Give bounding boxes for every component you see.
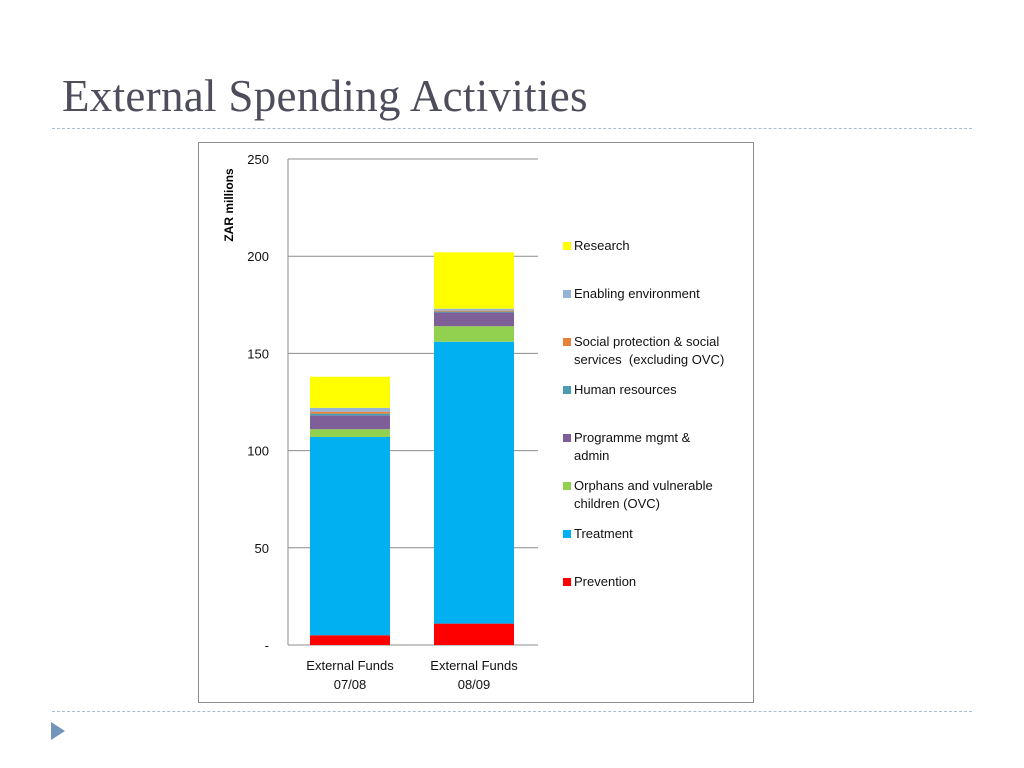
y-tick-label: - — [265, 638, 269, 653]
bar-segment — [310, 411, 390, 414]
bar-segment — [310, 413, 390, 416]
y-tick-label: 150 — [247, 346, 269, 361]
bar-segment — [310, 376, 390, 408]
legend-label-line: Prevention — [574, 574, 637, 589]
legend-label: Human resources — [574, 381, 754, 399]
legend-swatch — [563, 386, 571, 394]
legend-label: Programme mgmt & admin — [574, 429, 754, 465]
legend-label-line: services (excluding OVC) — [574, 352, 725, 367]
slide-title: External Spending Activities — [62, 71, 588, 121]
x-tick-label: 08/09 — [458, 677, 491, 692]
x-tick-label: External Funds — [306, 658, 394, 673]
legend-swatch — [563, 338, 571, 346]
bar-segment — [434, 311, 514, 313]
bar-segment — [434, 312, 514, 327]
legend-label-line: admin — [574, 448, 610, 463]
bullet-triangle-icon — [51, 722, 65, 740]
legend-label-line: Treatment — [574, 526, 633, 541]
bar-segment — [434, 252, 514, 309]
bar-segment — [310, 436, 390, 636]
x-tick-label: 07/08 — [334, 677, 367, 692]
bar-segment — [434, 341, 514, 624]
legend-label: Prevention — [574, 573, 754, 591]
legend-swatch — [563, 530, 571, 538]
legend-label: Treatment — [574, 525, 754, 543]
chart-frame: - 50 100 150 200 250 ZAR millions External Fund… — [198, 142, 754, 703]
bar-segment — [310, 429, 390, 437]
legend-swatch — [563, 242, 571, 250]
y-tick-label: 100 — [247, 444, 269, 459]
y-tick-label: 50 — [255, 541, 269, 556]
legend-label: Orphans and vulnerable children (OVC) — [574, 477, 754, 513]
legend-swatch — [563, 578, 571, 586]
bar-segment — [310, 415, 390, 430]
legend-label-line: Human resources — [574, 382, 677, 397]
legend-label-line: Programme mgmt & — [574, 430, 691, 445]
bar-segment — [310, 407, 390, 412]
legend-label-line: Enabling environment — [574, 286, 700, 301]
title-divider — [52, 128, 972, 129]
y-axis-label: ZAR millions — [222, 168, 236, 242]
bar-segment — [434, 310, 514, 312]
legend-label: Social protection & social services (excl… — [574, 333, 754, 369]
legend-label-line: Orphans and vulnerable — [574, 478, 713, 493]
stacked-bar-chart: - 50 100 150 200 250 ZAR millions External Fund… — [222, 152, 538, 692]
legend-label: Research — [574, 237, 754, 255]
footer-divider — [52, 711, 972, 712]
bar-segment — [434, 308, 514, 311]
bar-segment — [310, 635, 390, 645]
bar-segment — [434, 326, 514, 342]
legend-label-line: Social protection & social — [574, 334, 720, 349]
legend-swatch — [563, 482, 571, 490]
legend-label-line: Research — [574, 238, 630, 253]
legend-label: Enabling environment — [574, 285, 754, 303]
y-tick-label: 200 — [247, 249, 269, 264]
x-tick-label: External Funds — [430, 658, 518, 673]
legend-label-line: children (OVC) — [574, 496, 660, 511]
legend-swatch — [563, 434, 571, 442]
y-tick-label: 250 — [247, 152, 269, 167]
legend-swatch — [563, 290, 571, 298]
bar-segment — [434, 623, 514, 645]
